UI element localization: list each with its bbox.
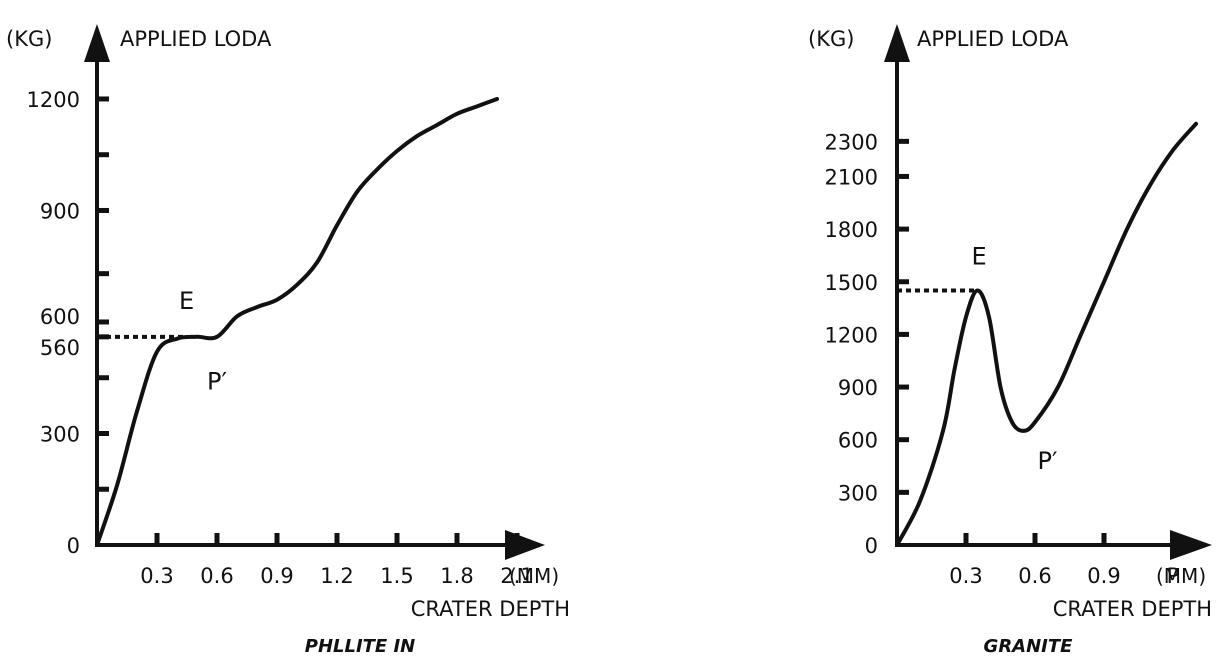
chart-caption: GRANITE — [984, 636, 1074, 657]
x-tick-label: 0.9 — [260, 564, 293, 588]
y-unit-label: (KG) — [6, 27, 52, 51]
y-axis-title: APPLIED LODA — [917, 27, 1069, 51]
y-tick-label: 1200 — [27, 88, 80, 112]
x-tick-label: 0.3 — [140, 564, 173, 588]
x-unit-label: (MM) — [1156, 564, 1206, 588]
y-tick-label: 1500 — [825, 271, 878, 295]
y-tick-label: 2300 — [825, 130, 878, 154]
y-tick-label: 300 — [838, 481, 878, 505]
chart-phyllite: (KG) APPLIED LODA (MM) CRATER DEPTH PHLL… — [6, 24, 570, 657]
x-tick-label: 1.2 — [320, 564, 353, 588]
x-tick-label: P — [1167, 564, 1180, 588]
y-tick-label: 560 — [40, 336, 80, 360]
point-label-e: E — [972, 243, 987, 271]
x-tick-label: 1.8 — [440, 564, 473, 588]
y-tick-label: 600 — [838, 429, 878, 453]
x-axis-title: CRATER DEPTH — [1053, 597, 1212, 621]
x-ticks: 0.3 0.6 0.9 P — [949, 533, 1179, 588]
y-tick-label: 0 — [865, 534, 878, 558]
y-tick-label: 2100 — [825, 165, 878, 189]
chart-granite: (KG) APPLIED LODA (MM) CRATER DEPTH GRAN… — [808, 24, 1212, 657]
series-line — [895, 121, 1198, 547]
y-tick-label: 600 — [40, 305, 80, 329]
x-tick-label: 1.5 — [380, 564, 413, 588]
x-tick-label: 0.3 — [949, 564, 982, 588]
x-tick-label: 0.6 — [1018, 564, 1051, 588]
x-tick-label: 0.9 — [1087, 564, 1120, 588]
point-label-p-prime: P′ — [1038, 447, 1058, 475]
point-label-e: E — [179, 287, 194, 315]
y-tick-label: 1200 — [825, 323, 878, 347]
y-axis-arrow — [84, 24, 110, 62]
y-ticks: 0 300 600 900 1200 1500 1800 2100 2300 — [825, 130, 909, 558]
y-tick-label: 900 — [838, 376, 878, 400]
x-unit-label: (MM) — [509, 564, 559, 588]
point-label-p-prime: P′ — [207, 367, 227, 395]
y-axis-arrow — [884, 24, 910, 62]
y-tick-label: 1800 — [825, 218, 878, 242]
x-tick-label: 2.1 — [500, 564, 533, 588]
x-axis-arrow — [505, 530, 545, 560]
y-unit-label: (KG) — [808, 27, 854, 51]
x-tick-label: 0.6 — [200, 564, 233, 588]
series-line — [95, 97, 499, 547]
y-tick-label: 900 — [40, 199, 80, 223]
y-ticks: 0 300 600 560 900 1200 — [27, 88, 109, 558]
y-tick-label: 0 — [67, 534, 80, 558]
y-axis-title: APPLIED LODA — [120, 27, 272, 51]
x-ticks: 0.3 0.6 0.9 1.2 1.5 1.8 2.1 — [140, 533, 534, 588]
x-axis-arrow — [1170, 530, 1212, 560]
x-axis-title: CRATER DEPTH — [411, 597, 570, 621]
chart-caption: PHLLITE IN — [305, 636, 416, 657]
y-tick-label: 300 — [40, 422, 80, 446]
